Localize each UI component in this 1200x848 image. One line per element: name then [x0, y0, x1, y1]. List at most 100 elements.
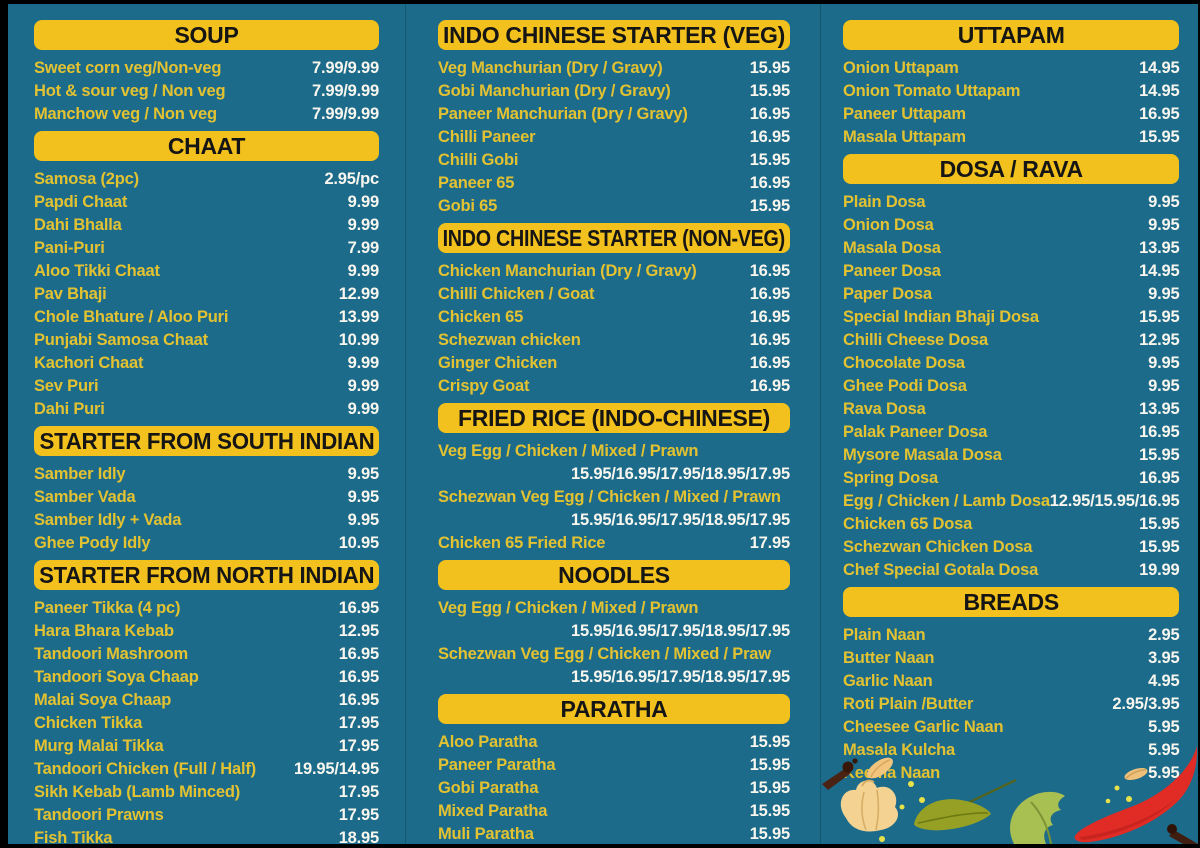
item-name: Plain Dosa [843, 193, 926, 211]
item-price: 16.95 [749, 174, 790, 192]
menu-item-row: Chicken Manchurian (Dry / Gravy) 16.95 [438, 260, 790, 283]
item-name: Chicken 65 [438, 308, 524, 326]
item-price: 14.95 [1139, 82, 1180, 100]
menu-item-row: Chole Bhature / Aloo Puri 13.99 [34, 306, 379, 329]
section-header: INDO CHINESE STARTER (VEG) [438, 20, 790, 50]
item-price: 9.95 [1148, 377, 1180, 395]
menu-item-row: Chilli Cheese Dosa 12.95 [843, 329, 1180, 352]
item-name: Paneer 65 [438, 174, 515, 192]
section-title: INDO CHINESE STARTER (VEG) [443, 21, 785, 48]
item-name: Butter Naan [843, 649, 935, 667]
item-name: Aloo Tikki Chaat [34, 262, 160, 280]
menu-item-row: Veg Egg / Chicken / Mixed / Prawn 15.95/1… [438, 440, 790, 486]
item-price: 15.95/16.95/17.95/18.95/17.95 [571, 465, 790, 483]
menu-item-row: Paneer Dosa 14.95 [843, 260, 1180, 283]
item-price: 16.95 [749, 105, 790, 123]
menu-column-2: INDO CHINESE STARTER (VEG) Veg Manchurian… [405, 4, 820, 844]
item-price: 16.95 [338, 668, 379, 686]
item-name: Onion Dosa [843, 216, 934, 234]
item-name: Paneer Uttapam [843, 105, 966, 123]
menu-item-row: Butter Naan 3.95 [843, 647, 1180, 670]
item-price: 15.95 [1139, 128, 1180, 146]
item-name: Kachori Chaat [34, 354, 144, 372]
item-price: 15.95 [749, 756, 790, 774]
menu-item-row: Chilli Paneer 16.95 [438, 126, 790, 149]
item-price: 5.95 [1148, 741, 1180, 759]
menu-item-row: Chef Special Gotala Dosa 19.99 [843, 559, 1180, 582]
item-price: 16.95 [749, 262, 790, 280]
item-price: 15.95/16.95/17.95/18.95/17.95 [571, 622, 790, 640]
menu-item-row: Punjabi Samosa Chaat 10.99 [34, 329, 379, 352]
item-name: Masala Kulcha [843, 741, 956, 759]
item-name: Pav Bhaji [34, 285, 107, 303]
item-name: Mysore Masala Dosa [843, 446, 1002, 464]
menu-item-row: Schezwan Chicken Dosa 15.95 [843, 536, 1180, 559]
menu-item-row: Masala Uttapam 15.95 [843, 126, 1180, 149]
menu-item-row: Paneer Paratha 15.95 [438, 754, 790, 777]
item-price: 7.99/9.99 [311, 59, 379, 77]
section-title: SOUP [174, 21, 239, 48]
item-name: Keema Naan [843, 764, 941, 782]
item-price: 15.95 [1139, 446, 1180, 464]
item-price: 16.95 [1139, 469, 1180, 487]
item-name: Spring Dosa [843, 469, 938, 487]
item-price: 2.95/pc [324, 170, 379, 188]
item-name: Tandoori Mashroom [34, 645, 188, 663]
item-name: Sev Puri [34, 377, 99, 395]
item-name: Egg / Chicken / Lamb Dosa [843, 492, 1050, 510]
item-price: 9.95 [347, 465, 380, 483]
item-name: Fish Tikka [34, 829, 113, 847]
item-price: 17.95 [338, 737, 379, 755]
section-header: PARATHA [438, 694, 790, 724]
menu-column-1: SOUP Sweet corn veg/Non-veg 7.99/9.99 Hot &… [8, 4, 405, 844]
item-price: 12.95 [338, 622, 379, 640]
item-price: 15.95 [1139, 515, 1180, 533]
menu-item-row: Onion Uttapam 14.95 [843, 57, 1180, 80]
menu-item-row: Muli Paratha 15.95 [438, 823, 790, 844]
item-name: Schezwan Veg Egg / Chicken / Mixed / Pra… [438, 645, 771, 663]
menu-item-row: Ghee Pody Idly 10.95 [34, 532, 379, 555]
item-name: Malai Soya Chaap [34, 691, 172, 709]
item-price: 9.99 [347, 354, 380, 372]
menu-item-row: Samber Vada 9.95 [34, 486, 379, 509]
menu-item-row: Dahi Puri 9.99 [34, 398, 379, 421]
menu-item-row: Ginger Chicken 16.95 [438, 352, 790, 375]
menu-item-row: Chicken 65 Dosa 15.95 [843, 513, 1180, 536]
menu-item-row: Egg / Chicken / Lamb Dosa 12.95/15.95/16.… [843, 490, 1180, 513]
item-name: Sweet corn veg/Non-veg [34, 59, 222, 77]
item-price: 7.99 [347, 239, 380, 257]
item-name: Chicken 65 Fried Rice [438, 534, 606, 552]
menu-item-row: Chicken 65 Fried Rice 17.95 [438, 532, 790, 555]
menu-item-row: Tandoori Mashroom 16.95 [34, 643, 379, 666]
item-price: 9.95 [347, 488, 380, 506]
item-name: Tandoori Soya Chaap [34, 668, 199, 686]
item-name: Veg Manchurian (Dry / Gravy) [438, 59, 663, 77]
menu-item-row: Tandoori Prawns 17.95 [34, 804, 379, 827]
section-header: UTTAPAM [843, 20, 1180, 50]
item-name: Special Indian Bhaji Dosa [843, 308, 1039, 326]
item-price: 17.95 [338, 783, 379, 801]
section-header: STARTER FROM SOUTH INDIAN [34, 426, 379, 456]
menu-item-row: Hot & sour veg / Non veg 7.99/9.99 [34, 80, 379, 103]
menu-item-row: Masala Dosa 13.95 [843, 237, 1180, 260]
item-price: 9.99 [347, 216, 380, 234]
item-price: 5.95 [1148, 718, 1180, 736]
item-price: 2.95 [1148, 626, 1180, 644]
item-name: Cheesee Garlic Naan [843, 718, 1004, 736]
section-header: STARTER FROM NORTH INDIAN [34, 560, 379, 590]
item-name: Paneer Manchurian (Dry / Gravy) [438, 105, 688, 123]
item-name: Gobi 65 [438, 197, 498, 215]
item-price: 15.95 [749, 59, 790, 77]
menu-item-row: Veg Egg / Chicken / Mixed / Prawn 15.95/1… [438, 597, 790, 643]
item-name: Hara Bhara Kebab [34, 622, 174, 640]
section-title: PARATHA [560, 695, 668, 722]
item-name: Crispy Goat [438, 377, 530, 395]
menu-item-row: Onion Dosa 9.95 [843, 214, 1180, 237]
menu-item-row: Sweet corn veg/Non-veg 7.99/9.99 [34, 57, 379, 80]
menu-item-row: Chocolate Dosa 9.95 [843, 352, 1180, 375]
item-price: 16.95 [749, 377, 790, 395]
menu-item-row: Samber Idly + Vada 9.95 [34, 509, 379, 532]
menu-item-row: Fish Tikka 18.95 [34, 827, 379, 847]
menu-item-row: Kachori Chaat 9.99 [34, 352, 379, 375]
item-name: Dahi Puri [34, 400, 105, 418]
